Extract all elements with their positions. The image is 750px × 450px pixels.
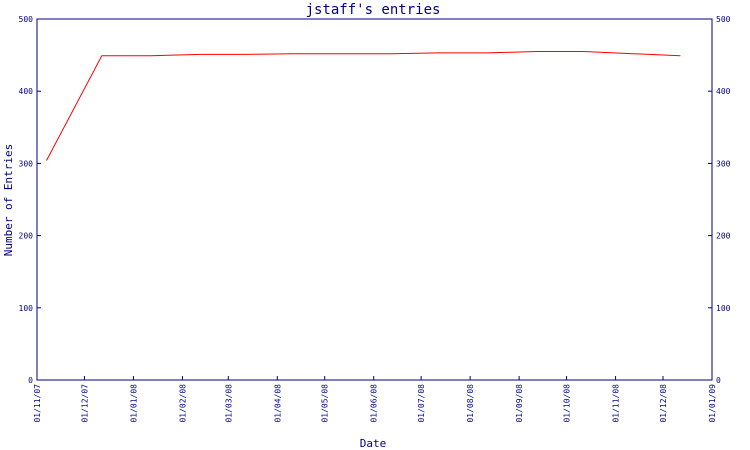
x-tick-label: 01/11/07	[33, 384, 42, 423]
x-tick-label: 01/05/08	[321, 384, 330, 423]
chart-title: jstaff's entries	[306, 2, 441, 18]
y-tick-label-right: 200	[716, 232, 731, 241]
y-tick-label-left: 400	[19, 87, 34, 96]
x-tick-label: 01/01/08	[129, 384, 138, 423]
y-axis-left: 0 100 200 300 400 500	[19, 15, 41, 385]
y-tick-label-left: 100	[19, 304, 34, 313]
x-tick-label: 01/08/08	[466, 384, 475, 423]
x-tick-label: 01/09/08	[515, 384, 524, 423]
y-tick-label-right: 400	[716, 87, 731, 96]
x-tick-label: 01/10/08	[563, 384, 572, 423]
series-layer	[46, 51, 681, 161]
y-tick-label-right: 100	[716, 304, 731, 313]
x-tick-label: 01/12/07	[80, 384, 89, 423]
x-tick-label: 01/01/09	[708, 384, 717, 423]
series-line	[46, 51, 681, 161]
y-tick-label-left: 300	[19, 159, 34, 168]
x-tick-label: 01/07/08	[417, 384, 426, 423]
x-tick-label: 01/11/08	[612, 384, 621, 423]
y-tick-label-left: 500	[19, 15, 34, 24]
y-tick-label-left: 200	[19, 232, 34, 241]
x-tick-label: 01/06/08	[370, 384, 379, 423]
y-tick-label-right: 300	[716, 159, 731, 168]
y-tick-label-right: 0	[716, 376, 721, 385]
plot-frame	[36, 18, 713, 381]
y-tick-label-left: 0	[28, 376, 33, 385]
y-axis-title: Number of Entries	[2, 144, 15, 257]
x-tick-label: 01/03/08	[224, 384, 233, 423]
x-axis-title: Date	[360, 437, 387, 450]
y-axis-right: 0 100 200 300 400 500	[708, 15, 731, 385]
x-axis: 01/11/07 01/12/07 01/01/08 01/02/08 01/03/08…	[33, 376, 717, 423]
x-tick-label: 01/04/08	[273, 384, 282, 423]
x-tick-label: 01/12/08	[659, 384, 668, 423]
x-tick-label: 01/02/08	[178, 384, 187, 423]
y-tick-label-right: 500	[716, 15, 731, 24]
